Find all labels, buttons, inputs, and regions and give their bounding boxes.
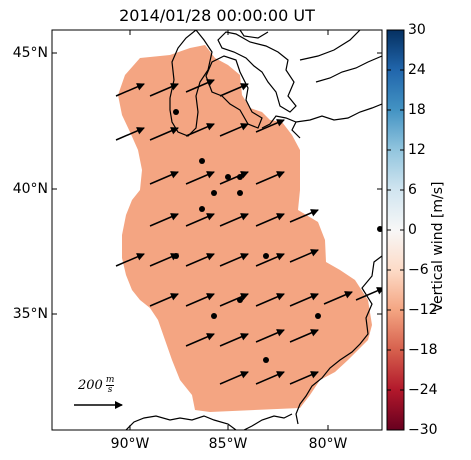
lat-label-35: 35°N xyxy=(12,306,48,322)
lon-label-80: 80°W xyxy=(308,436,348,452)
cb-tick-neg12: −12 xyxy=(408,302,438,318)
lon-label-85: 85°W xyxy=(208,436,248,452)
station-dot xyxy=(263,357,269,363)
wind-arrow xyxy=(219,123,249,137)
wind-arrow xyxy=(289,209,319,223)
station-dot xyxy=(225,174,231,180)
station-dot xyxy=(211,313,217,319)
vertical-wind-region xyxy=(118,45,372,412)
cb-tick-neg30: −30 xyxy=(408,422,438,438)
cb-tick-30: 30 xyxy=(408,22,426,38)
wind-arrow xyxy=(219,333,249,347)
wind-arrow xyxy=(149,83,179,97)
station-dot xyxy=(199,158,205,164)
map-frame xyxy=(51,29,383,431)
wind-arrow xyxy=(185,79,215,93)
wind-arrow xyxy=(185,123,215,137)
wind-arrow xyxy=(115,253,145,267)
wind-arrow xyxy=(149,253,179,267)
cb-tick-24: 24 xyxy=(408,62,426,78)
wind-arrow xyxy=(185,253,215,267)
wind-arrow xyxy=(185,333,215,347)
lat-label-45: 45°N xyxy=(12,45,48,61)
wind-arrow xyxy=(255,371,285,385)
wind-arrow xyxy=(219,253,249,267)
wind-arrow xyxy=(355,287,382,301)
wind-arrow xyxy=(185,293,215,307)
wind-arrow xyxy=(289,249,319,263)
cb-tick-0: 0 xyxy=(408,222,417,238)
station-dot xyxy=(263,253,269,259)
wind-arrow xyxy=(255,253,285,267)
wind-arrow xyxy=(323,291,353,305)
axis-ticks xyxy=(52,30,382,430)
scale-label: 200 m s xyxy=(78,375,115,395)
station-dot xyxy=(211,190,217,196)
cb-tick-12: 12 xyxy=(408,142,426,158)
wind-arrow xyxy=(149,127,179,141)
colorbar-label: Vertical wind [m/s] xyxy=(430,181,446,313)
wind-arrow xyxy=(289,329,319,343)
wind-arrow xyxy=(255,171,285,185)
wind-arrow xyxy=(115,127,145,141)
station-dot xyxy=(315,313,321,319)
wind-arrow xyxy=(115,83,145,97)
scale-value: 200 xyxy=(78,378,103,393)
cb-tick-6: 6 xyxy=(408,182,417,198)
wind-arrow xyxy=(289,371,319,385)
coastlines xyxy=(125,30,382,430)
wind-arrow xyxy=(185,171,215,185)
wind-arrow xyxy=(219,171,249,185)
wind-arrow xyxy=(255,293,285,307)
wind-arrow xyxy=(219,371,249,385)
wind-arrow xyxy=(219,213,249,227)
wind-arrow xyxy=(255,213,285,227)
station-dot xyxy=(173,109,179,115)
lon-label-90: 90°W xyxy=(110,436,150,452)
lat-label-40: 40°N xyxy=(12,181,48,197)
plot-title: 2014/01/28 00:00:00 UT xyxy=(119,6,315,25)
wind-arrow xyxy=(289,293,319,307)
wind-arrow xyxy=(149,213,179,227)
wind-arrow xyxy=(255,329,285,343)
wind-vectors xyxy=(115,79,382,385)
cb-tick-18: 18 xyxy=(408,102,426,118)
wind-arrow xyxy=(219,83,249,97)
wind-arrow xyxy=(149,293,179,307)
station-dot xyxy=(237,190,243,196)
wind-arrow xyxy=(185,213,215,227)
station-dot xyxy=(377,226,382,232)
cb-tick-neg18: −18 xyxy=(408,342,438,358)
wind-arrow xyxy=(219,293,249,307)
scale-unit-den: s xyxy=(107,385,113,395)
cb-tick-neg6: −6 xyxy=(408,262,429,278)
wind-arrow xyxy=(149,171,179,185)
wind-arrow xyxy=(255,119,285,133)
scale-unit-num: m xyxy=(105,375,115,386)
colorbar-ticks xyxy=(387,29,404,431)
station-dot xyxy=(199,206,205,212)
cb-tick-neg24: −24 xyxy=(408,382,438,398)
